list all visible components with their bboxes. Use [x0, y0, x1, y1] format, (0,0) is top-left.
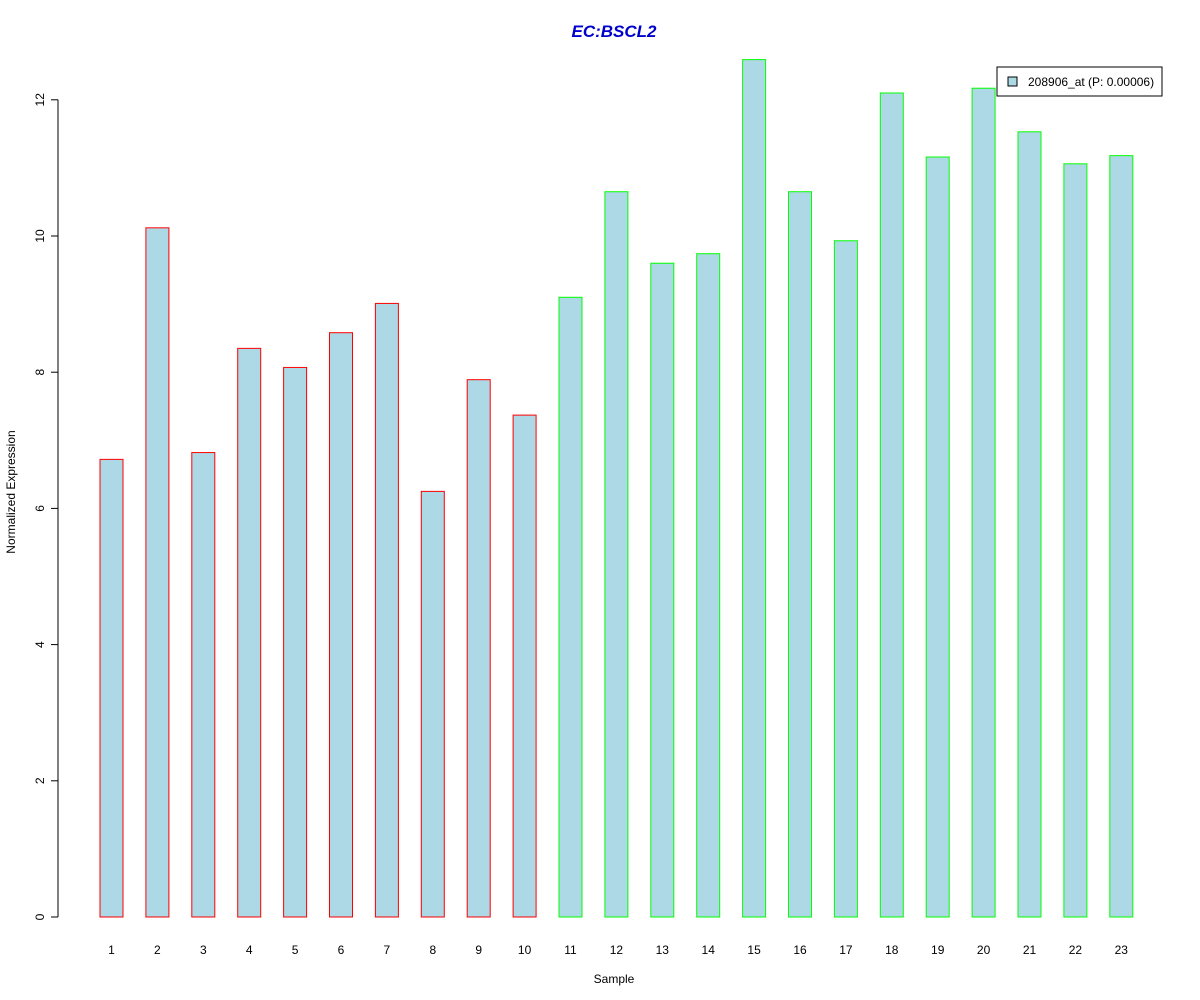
- y-axis: 0 2 4 6 8 10 12: [33, 93, 59, 920]
- bar: [879, 92, 904, 918]
- x-tick-label: 18: [885, 943, 899, 957]
- x-tick-label: 19: [931, 943, 945, 957]
- bar: [420, 490, 445, 918]
- x-tick-label: 1: [108, 943, 115, 957]
- bar: [145, 227, 170, 918]
- y-tick-label: 12: [33, 93, 47, 107]
- bar: [191, 452, 216, 918]
- x-tick-label: 23: [1115, 943, 1129, 957]
- x-tick-label: 22: [1069, 943, 1083, 957]
- bar: [925, 156, 950, 918]
- legend-box: [996, 66, 1163, 97]
- x-tick-label: 17: [839, 943, 853, 957]
- x-tick-label: 21: [1023, 943, 1037, 957]
- x-tick-label: 8: [429, 943, 436, 957]
- x-tick-label: 3: [200, 943, 207, 957]
- bar: [237, 347, 262, 918]
- y-tick-label: 2: [33, 777, 47, 784]
- bar: [466, 379, 491, 918]
- y-tick-label: 0: [33, 913, 47, 920]
- legend: 208906_at (P: 0.00006): [996, 66, 1163, 97]
- bar: [558, 296, 583, 918]
- bar: [788, 191, 812, 918]
- bars-group: [99, 59, 1134, 918]
- bar: [512, 414, 537, 918]
- bar: [833, 240, 858, 918]
- y-axis-label: Normalized Expression: [4, 430, 18, 553]
- x-tick-label: 7: [384, 943, 391, 957]
- bar: [971, 87, 996, 918]
- x-tick-labels: 1 2 3 4 5 6 7 8 9 10 11 12 13 14 15 16 17 18 19 20 21 22 23: [108, 943, 1128, 957]
- chart-title: EC:BSCL2: [571, 22, 657, 41]
- y-tick-label: 4: [33, 641, 47, 648]
- bar: [650, 262, 675, 918]
- x-tick-label: 2: [154, 943, 161, 957]
- x-tick-label: 12: [610, 943, 624, 957]
- x-tick-label: 5: [292, 943, 299, 957]
- x-tick-label: 10: [518, 943, 532, 957]
- bar: [374, 302, 399, 918]
- x-tick-label: 20: [977, 943, 991, 957]
- x-tick-label: 4: [246, 943, 253, 957]
- x-tick-label: 6: [338, 943, 345, 957]
- x-tick-label: 14: [702, 943, 716, 957]
- x-tick-label: 9: [475, 943, 482, 957]
- bar: [742, 59, 767, 918]
- legend-series-label: 208906_at (P: 0.00006): [1028, 75, 1154, 89]
- x-tick-label: 15: [747, 943, 761, 957]
- bar: [1063, 163, 1088, 918]
- x-tick-label: 16: [793, 943, 807, 957]
- legend-swatch: [1007, 76, 1018, 87]
- x-axis-label: Sample: [594, 972, 635, 986]
- bar: [1017, 131, 1042, 918]
- bar: [283, 366, 308, 918]
- y-tick-label: 6: [33, 505, 47, 512]
- x-tick-label: 13: [656, 943, 670, 957]
- bar: [99, 458, 124, 918]
- y-tick-label: 10: [33, 229, 47, 243]
- y-tick-label: 8: [33, 369, 47, 376]
- bar: [696, 253, 721, 918]
- bar: [329, 332, 353, 918]
- bar: [1109, 155, 1134, 918]
- bar: [604, 191, 629, 918]
- x-tick-label: 11: [564, 943, 577, 957]
